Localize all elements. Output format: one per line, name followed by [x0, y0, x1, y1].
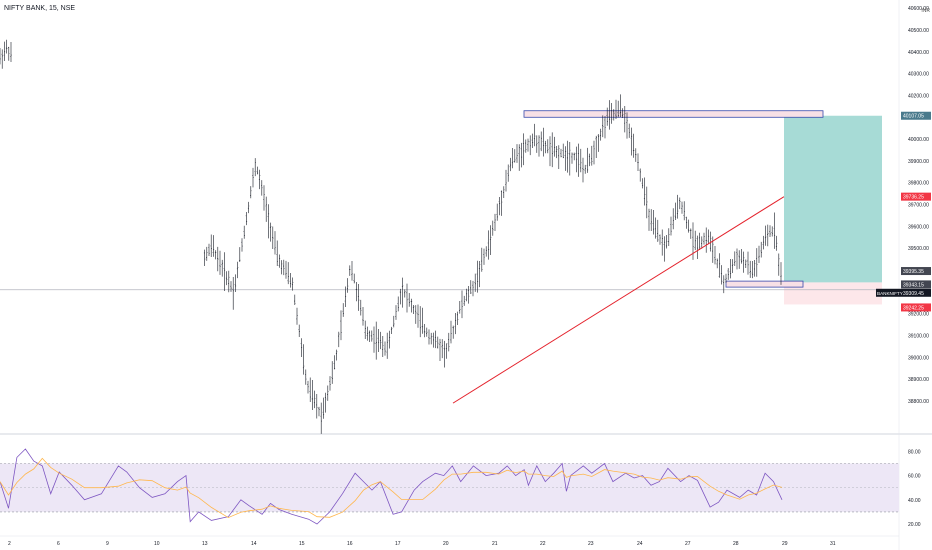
price-tick-11: 39500.00 [908, 246, 929, 252]
instrument-tag-bg [876, 288, 901, 297]
time-tick-9: 20 [443, 541, 449, 547]
price-tick-10: 39600.00 [908, 224, 929, 230]
symbol-label[interactable]: NIFTY BANK, 15, NSE [4, 5, 76, 12]
label-stop-bg [901, 303, 931, 312]
rsi-tick-3: 20.00 [908, 522, 921, 528]
time-tick-8: 17 [395, 541, 401, 547]
label-top-box: 40107.05 [903, 114, 924, 120]
price-tick-14: 39200.00 [908, 312, 929, 318]
price-tick-3: 40300.00 [908, 72, 929, 78]
label-current-bg [901, 288, 931, 297]
support-rectangle [725, 280, 804, 288]
rsi-tick-1: 60.00 [908, 474, 921, 480]
rsi-tick-0: 80.00 [908, 449, 921, 455]
label-current: 39309.45 [903, 291, 924, 297]
label-last-a-bg [901, 267, 931, 276]
time-tick-10: 21 [492, 541, 498, 547]
price-tick-16: 39000.00 [908, 355, 929, 361]
time-tick-16: 29 [782, 541, 788, 547]
label-last-b: 39343.15 [903, 282, 924, 288]
label-last-a: 39395.35 [903, 269, 924, 275]
time-tick-3: 10 [154, 541, 160, 547]
time-tick-2: 9 [106, 541, 109, 547]
target-zone [784, 115, 882, 283]
time-tick-17: 31 [830, 541, 836, 547]
time-tick-4: 13 [202, 541, 208, 547]
price-tick-0: 40600.00 [908, 6, 929, 12]
time-tick-12: 23 [588, 541, 594, 547]
resistance-rectangle [523, 110, 824, 118]
price-tick-6: 40000.00 [908, 137, 929, 143]
time-tick-0: 2 [8, 541, 11, 547]
rsi-ma-line [0, 457, 783, 519]
time-tick-5: 14 [251, 541, 257, 547]
time-tick-7: 16 [347, 541, 353, 547]
time-tick-1: 6 [57, 541, 60, 547]
stop-zone [784, 282, 882, 305]
label-trend-end: 39736.25 [903, 195, 924, 201]
time-tick-6: 15 [299, 541, 305, 547]
time-tick-11: 22 [540, 541, 546, 547]
label-last-b-bg [901, 280, 931, 289]
price-tick-17: 38900.00 [908, 377, 929, 383]
trendline [452, 196, 785, 404]
label-trend-end-bg [901, 192, 931, 201]
rsi-pane: 80.00 60.00 40.00 20.00 [0, 448, 921, 528]
price-tick-7: 39900.00 [908, 159, 929, 165]
rsi-line [0, 448, 783, 525]
price-tick-15: 39100.00 [908, 333, 929, 339]
rsi-tick-2: 40.00 [908, 498, 921, 504]
price-tick-4: 40200.00 [908, 93, 929, 99]
time-tick-13: 24 [637, 541, 643, 547]
label-stop: 39242.25 [903, 305, 924, 311]
price-tick-9: 39700.00 [908, 203, 929, 209]
instrument-tag: BANKNIFTY [877, 291, 903, 296]
time-tick-14: 27 [685, 541, 691, 547]
price-tick-1: 40500.00 [908, 28, 929, 34]
candles [0, 39, 782, 434]
label-top-box-bg [901, 111, 931, 120]
price-tick-8: 39800.00 [908, 181, 929, 187]
currency-label: INR [921, 8, 930, 14]
price-axis: 40600.00 40500.00 40400.00 40300.00 40200.00… [908, 6, 929, 405]
price-tick-2: 40400.00 [908, 50, 929, 56]
time-tick-15: 28 [733, 541, 739, 547]
price-tick-18: 38800.00 [908, 399, 929, 405]
